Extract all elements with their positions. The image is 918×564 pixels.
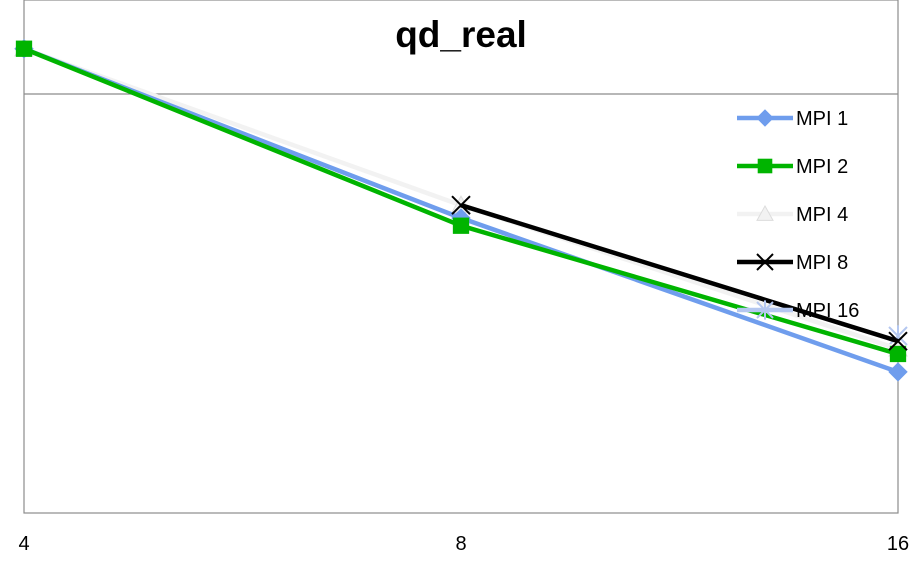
legend-item-mpi-16: MPI 16 — [737, 300, 859, 322]
data-point-mpi-2 — [452, 217, 470, 234]
legend-marker — [756, 253, 774, 271]
data-point-mpi-8 — [451, 195, 471, 215]
x-tick-label: 4 — [18, 533, 29, 555]
x-tick-label: 8 — [455, 533, 466, 555]
legend-marker — [756, 204, 774, 221]
legend-label: MPI 8 — [796, 252, 848, 274]
legend-label: MPI 16 — [796, 300, 859, 322]
data-point-mpi-8 — [888, 331, 908, 351]
x-axis-ticks: 4 8 16 — [18, 533, 909, 555]
legend-marker — [756, 109, 774, 127]
series-layer — [14, 38, 908, 382]
data-point-mpi-2 — [889, 345, 907, 363]
plot-area — [14, 0, 908, 514]
legend-item-mpi-2: MPI 2 — [737, 156, 848, 178]
chart-title: qd_real — [395, 14, 527, 55]
series-line-mpi-8 — [460, 203, 899, 344]
legend-label: MPI 2 — [796, 156, 848, 178]
data-point-mpi-1 — [888, 362, 908, 382]
legend-label: MPI 4 — [796, 204, 848, 226]
legend-item-mpi-8: MPI 8 — [737, 252, 848, 274]
series-mpi-8 — [451, 195, 908, 351]
x-tick-label: 16 — [887, 533, 909, 555]
legend-item-mpi-1: MPI 1 — [737, 108, 848, 130]
legend: MPI 1 MPI 2 MPI 4 MPI 8 MPI 16 — [737, 108, 859, 322]
series-mpi-1 — [14, 39, 908, 382]
legend-item-mpi-4: MPI 4 — [737, 204, 848, 226]
data-point-mpi-2 — [15, 40, 33, 57]
legend-marker — [757, 158, 773, 174]
legend-label: MPI 1 — [796, 108, 848, 130]
legend-marker — [756, 300, 774, 320]
plot-border — [23, 0, 899, 514]
